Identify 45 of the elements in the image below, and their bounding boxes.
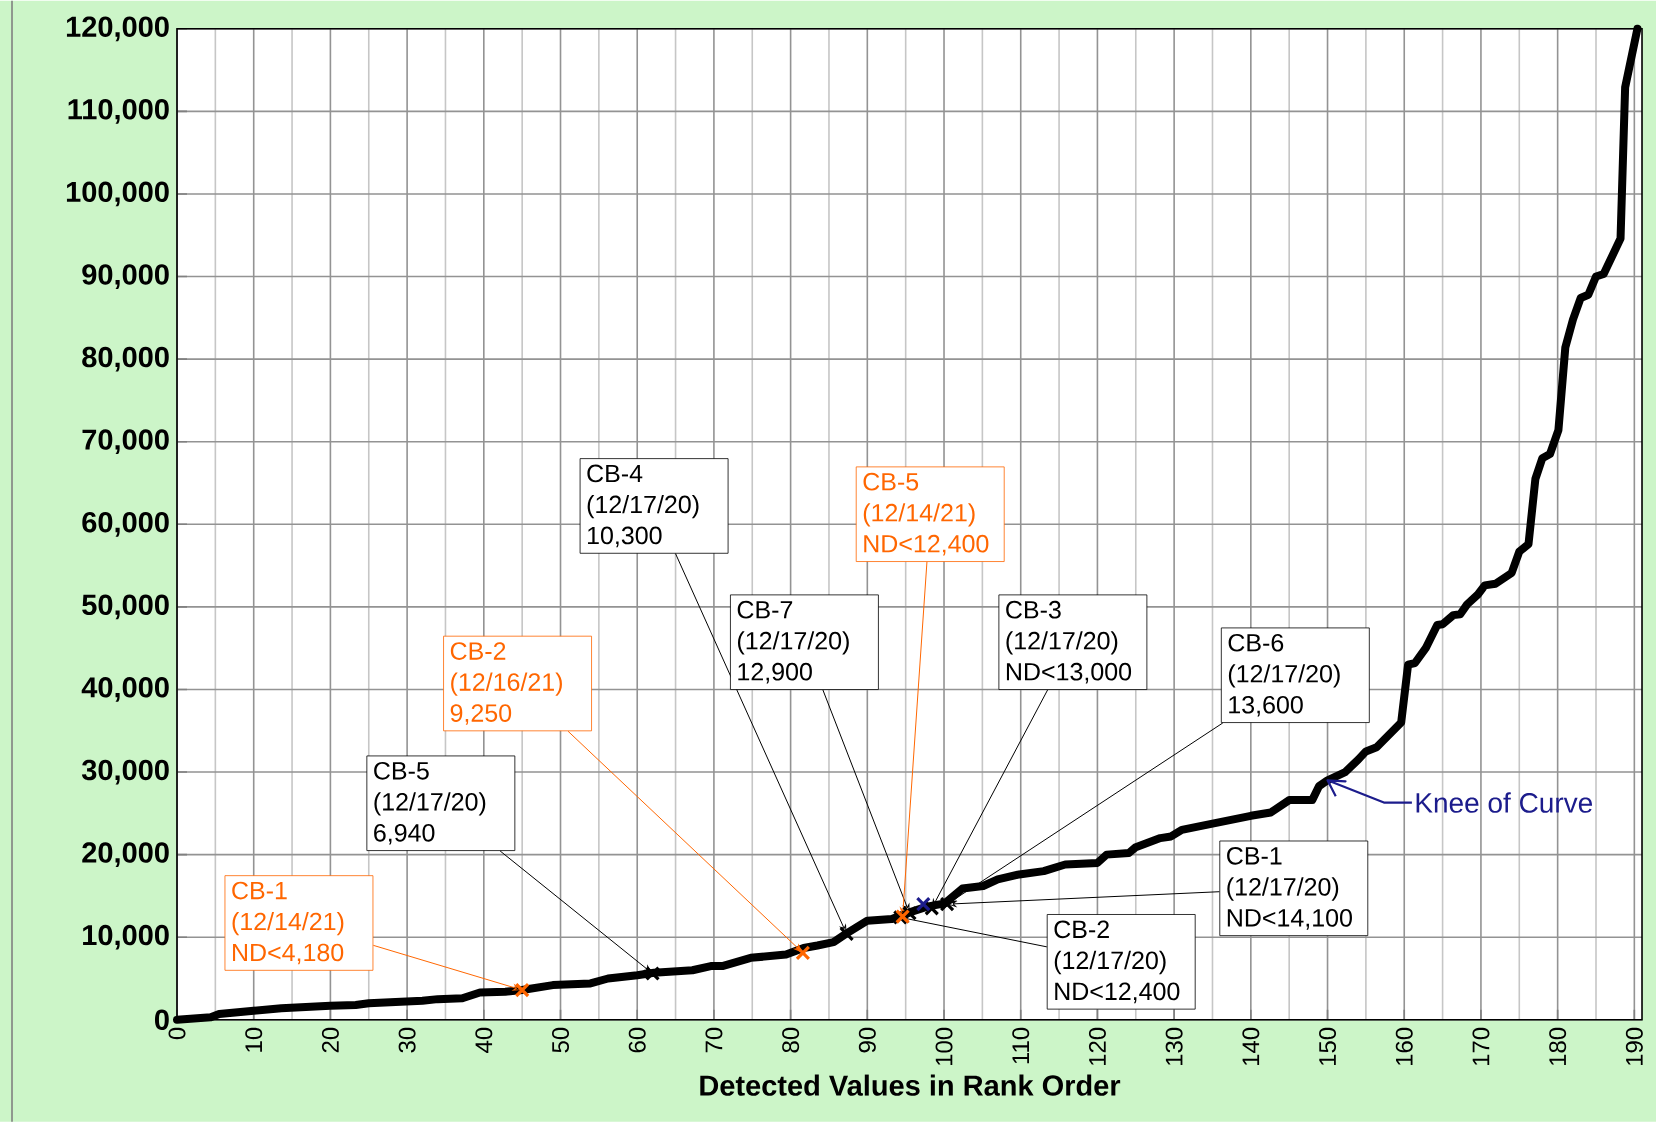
y-tick-label: 10,000	[83, 925, 169, 950]
x-tick-label: 80	[782, 1027, 800, 1053]
y-tick-label: 100,000	[66, 181, 169, 207]
y-tick-label: 110,000	[68, 99, 169, 124]
y-tick-label: 50,000	[82, 594, 169, 620]
x-tick-label: 40	[475, 1027, 493, 1054]
y-tick-label: 90,000	[82, 264, 169, 290]
annotation: Knee of Curve	[1416, 792, 1593, 814]
annotation: CB-5 (12/17/20) 6,940	[374, 762, 486, 845]
annotation: CB-6 (12/17/20) 13,600	[1228, 634, 1340, 717]
y-tick-label: 30,000	[81, 759, 169, 785]
x-tick-label: 130	[1165, 1027, 1183, 1066]
y-tick-label: 40,000	[81, 677, 169, 703]
x-tick-label: 0	[168, 1027, 186, 1040]
annotation: CB-2 (12/16/21) 9,250	[450, 642, 562, 726]
annotation: CB-2 (12/17/20) ND<12,400	[1054, 920, 1180, 1004]
annotation: CB-1 (12/14/21) ND<4,180	[232, 881, 344, 965]
annotation: CB-4 (12/17/20) 10,300	[587, 464, 699, 548]
x-axis-title: Detected Values in Rank Order	[700, 1074, 1121, 1097]
annotation: CB-3 (12/17/20) ND<13,000	[1006, 601, 1132, 684]
x-tick-label: 160	[1395, 1027, 1413, 1066]
x-tick-label: 110	[1012, 1027, 1030, 1064]
x-tick-label: 120	[1088, 1027, 1106, 1066]
x-tick-label: 140	[1242, 1027, 1260, 1066]
x-tick-label: 50	[552, 1027, 570, 1053]
x-tick-label: 180	[1549, 1027, 1567, 1066]
x-tick-label: 10	[245, 1027, 263, 1052]
x-tick-label: 100	[935, 1027, 953, 1066]
x-tick-label: 170	[1472, 1027, 1490, 1066]
x-tick-label: 150	[1319, 1027, 1337, 1066]
x-tick-label: 90	[858, 1027, 876, 1053]
annotation: CB-5 (12/14/21) ND<12,400	[863, 473, 989, 556]
y-tick-label: 70,000	[82, 429, 169, 455]
y-tick-label: 60,000	[82, 512, 169, 537]
x-tick-label: 60	[628, 1027, 646, 1053]
annotation: CB-7 (12/17/20) 12,900	[737, 601, 849, 684]
y-tick-label: 80,000	[82, 346, 169, 372]
annotation: CB-1 (12/17/20) ND<14,100	[1227, 847, 1352, 930]
x-tick-label: 30	[398, 1027, 416, 1053]
x-tick-label: 190	[1625, 1027, 1643, 1066]
y-tick-label: 20,000	[82, 842, 169, 868]
y-tick-label: 0	[154, 1009, 169, 1031]
y-tick-label: 120,000	[66, 16, 169, 42]
x-tick-label: 70	[705, 1027, 723, 1053]
x-tick-label: 20	[321, 1027, 339, 1053]
